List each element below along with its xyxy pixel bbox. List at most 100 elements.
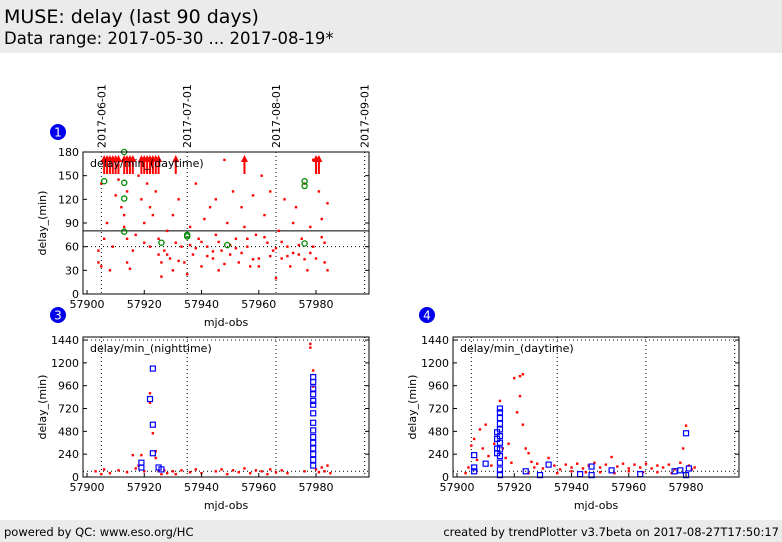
red-data-point — [547, 456, 550, 460]
date-tick-label: 2017-06-01 — [95, 84, 108, 148]
out-of-range-arrow — [129, 155, 137, 174]
panel-badge — [50, 307, 66, 323]
red-data-point — [165, 471, 169, 475]
red-data-point — [148, 206, 152, 209]
x-tick-label: 57940 — [184, 481, 219, 494]
panel-badge-number: 3 — [54, 309, 62, 323]
panel-3: 3 0 240 480 720 960 1200 1440 57900 57920 57940 579… — [36, 307, 370, 512]
red-data-point — [286, 245, 289, 248]
plot-frame — [452, 336, 740, 478]
red-data-point — [194, 468, 197, 471]
red-data-point — [535, 462, 539, 465]
red-data-point — [314, 468, 318, 471]
red-data-point — [263, 213, 266, 217]
out-of-range-arrow — [114, 155, 122, 174]
red-data-point — [639, 466, 642, 469]
red-data-point — [556, 471, 559, 475]
y-tick-label: 960 — [58, 380, 79, 393]
x-tick-label: 57920 — [127, 298, 162, 311]
x-tick-label: 57960 — [241, 481, 276, 494]
red-data-point — [524, 447, 527, 450]
red-data-point — [131, 453, 135, 457]
red-data-point — [303, 470, 306, 473]
red-data-point — [317, 471, 321, 474]
x-tick-label: 57980 — [299, 481, 334, 494]
red-data-point — [154, 456, 157, 460]
blue-outlier-point — [682, 430, 690, 437]
y-axis-label: delay_(min) — [406, 375, 419, 440]
red-data-point — [326, 464, 329, 467]
blue-outlier-point — [588, 471, 595, 479]
page-header: MUSE: delay (last 90 days) Data range: 2… — [0, 0, 782, 53]
red-data-point — [475, 458, 479, 462]
red-data-point — [191, 253, 195, 256]
red-data-point — [530, 460, 533, 463]
red-data-point — [171, 269, 175, 272]
red-data-point — [621, 462, 625, 465]
red-data-point — [309, 342, 312, 346]
red-data-point — [266, 472, 269, 476]
panel-badge — [50, 124, 66, 140]
red-data-point — [148, 245, 152, 248]
red-data-point — [329, 471, 332, 475]
blue-outlier-point — [685, 465, 692, 472]
red-data-point — [200, 240, 203, 244]
y-tick-label: 240 — [428, 448, 449, 461]
red-data-point — [165, 253, 169, 256]
red-data-point — [656, 464, 659, 467]
red-data-point — [266, 241, 269, 244]
red-data-point — [467, 466, 470, 469]
red-data-point — [143, 241, 146, 244]
red-data-point — [326, 202, 329, 205]
blue-outlier-point — [149, 365, 156, 372]
red-data-point — [160, 472, 163, 476]
red-data-point — [174, 241, 177, 244]
blue-outlier-point — [149, 421, 156, 428]
red-data-point — [521, 423, 525, 426]
x-tick-label: 57900 — [70, 298, 105, 311]
red-data-point — [165, 229, 169, 233]
red-data-point — [217, 269, 220, 272]
date-tick-label: 2017-07-01 — [181, 84, 194, 148]
y-tick-label: 240 — [58, 448, 79, 461]
red-data-point — [200, 265, 203, 268]
red-data-point — [183, 261, 186, 264]
red-data-point — [521, 373, 525, 376]
blue-outlier-point — [496, 459, 504, 466]
red-data-point — [487, 454, 490, 458]
red-data-point — [257, 257, 260, 260]
red-data-point — [274, 277, 278, 280]
x-tick-label: 57920 — [127, 481, 162, 494]
red-data-point — [297, 243, 301, 247]
red-data-point — [667, 463, 671, 466]
red-data-point — [260, 174, 263, 177]
blue-outlier-point — [471, 468, 478, 475]
red-data-point — [171, 470, 175, 473]
panel-4: 4 0 240 480 720 960 1200 1440 57900 57920 57940 579… — [406, 307, 740, 512]
red-data-point — [226, 472, 229, 476]
red-data-point — [604, 463, 608, 466]
red-data-point — [148, 392, 152, 395]
red-data-point — [280, 469, 283, 472]
red-data-point — [248, 265, 252, 268]
red-data-point — [157, 253, 160, 256]
blue-outlier-point — [536, 471, 544, 479]
red-data-point — [280, 240, 283, 244]
red-data-point — [97, 249, 100, 252]
green-outlier-point — [183, 233, 191, 240]
blue-outlier-point — [496, 414, 504, 422]
red-data-point — [484, 423, 487, 426]
x-axis-label: mjd-obs — [204, 499, 249, 512]
red-data-point — [515, 411, 519, 414]
x-axis-label: mjd-obs — [574, 499, 619, 512]
red-data-point — [317, 190, 321, 193]
red-data-point — [584, 471, 588, 474]
y-tick-label: 1440 — [51, 334, 79, 347]
red-data-point — [564, 463, 567, 466]
red-data-point — [326, 269, 329, 272]
blue-outlier-point — [310, 433, 317, 441]
green-outlier-point — [100, 177, 108, 185]
red-data-point — [320, 217, 323, 221]
panel-badge-number: 1 — [54, 126, 62, 140]
